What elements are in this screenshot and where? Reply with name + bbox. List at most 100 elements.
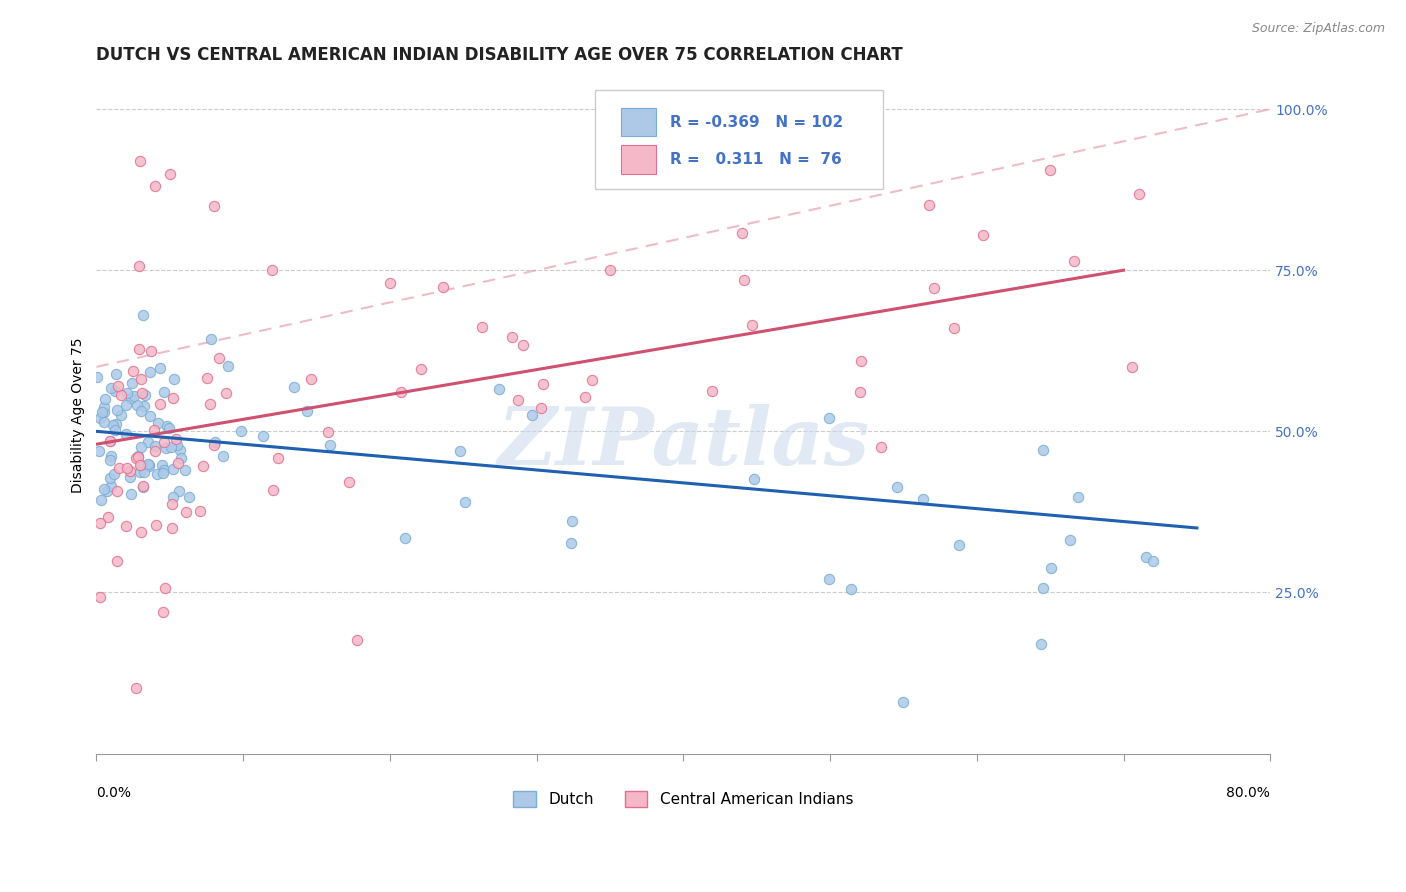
Point	[208, 351, 231, 365]
Point	[153, 581, 176, 595]
Point	[125, 451, 148, 466]
Point	[177, 490, 200, 504]
Point	[530, 401, 553, 416]
Point	[129, 404, 152, 418]
Point	[139, 343, 162, 358]
Text: 80.0%: 80.0%	[1226, 787, 1270, 800]
Point	[143, 179, 166, 194]
Point	[162, 461, 184, 475]
Point	[943, 321, 966, 335]
Point	[170, 450, 193, 465]
Point	[94, 392, 117, 407]
Point	[316, 425, 339, 439]
Point	[128, 458, 150, 473]
Point	[114, 519, 136, 533]
Point	[127, 450, 149, 464]
Bar	[621, 145, 657, 174]
Point	[152, 605, 174, 619]
Point	[149, 360, 172, 375]
Point	[157, 421, 180, 435]
Point	[160, 497, 183, 511]
Point	[283, 380, 305, 394]
Point	[132, 480, 155, 494]
Point	[394, 531, 416, 545]
Point	[163, 371, 186, 385]
Point	[105, 368, 128, 382]
Point	[501, 330, 523, 344]
Point	[262, 263, 284, 277]
Legend: Dutch, Central American Indians: Dutch, Central American Indians	[508, 785, 859, 814]
FancyBboxPatch shape	[595, 90, 883, 188]
Point	[136, 434, 159, 449]
Point	[93, 405, 115, 419]
Point	[561, 514, 583, 528]
Bar	[621, 108, 657, 136]
Point	[90, 493, 112, 508]
Point	[488, 382, 510, 396]
Point	[560, 536, 582, 550]
Point	[143, 423, 166, 437]
Point	[121, 364, 143, 378]
Point	[153, 463, 176, 477]
Point	[191, 458, 214, 473]
Point	[120, 464, 142, 478]
Point	[131, 525, 153, 540]
Point	[115, 426, 138, 441]
Point	[101, 418, 124, 433]
Point	[188, 504, 211, 518]
Point	[115, 386, 138, 401]
Text: ZIPatlas: ZIPatlas	[498, 403, 869, 481]
Point	[506, 392, 529, 407]
Point	[217, 359, 239, 374]
Point	[432, 280, 454, 294]
Point	[160, 521, 183, 535]
Point	[1135, 549, 1157, 564]
Point	[159, 167, 181, 181]
Point	[262, 483, 284, 498]
Point	[100, 479, 122, 493]
Point	[204, 435, 226, 450]
Point	[972, 227, 994, 242]
Point	[202, 199, 225, 213]
Point	[870, 440, 893, 454]
Point	[948, 537, 970, 551]
Point	[167, 483, 190, 498]
Point	[128, 342, 150, 356]
Point	[146, 416, 169, 430]
Point	[105, 483, 128, 498]
Point	[120, 391, 142, 405]
Point	[115, 461, 138, 475]
Point	[97, 509, 120, 524]
Point	[198, 397, 221, 411]
Point	[252, 429, 274, 443]
Point	[93, 401, 115, 415]
Point	[886, 480, 908, 494]
Point	[138, 458, 160, 473]
Point	[152, 458, 174, 473]
Point	[110, 408, 132, 422]
Text: Source: ZipAtlas.com: Source: ZipAtlas.com	[1251, 22, 1385, 36]
Point	[741, 318, 763, 332]
Point	[108, 460, 131, 475]
Point	[166, 438, 188, 452]
Point	[86, 370, 108, 384]
Point	[1121, 360, 1143, 375]
Point	[131, 386, 153, 401]
Point	[152, 467, 174, 481]
Point	[156, 419, 179, 434]
Y-axis label: Disability Age Over 75: Disability Age Over 75	[72, 337, 86, 493]
Point	[337, 475, 360, 490]
Point	[173, 463, 195, 477]
Point	[132, 465, 155, 479]
Point	[93, 415, 115, 429]
Point	[89, 590, 111, 604]
Point	[129, 465, 152, 479]
Point	[212, 450, 235, 464]
Point	[1059, 533, 1081, 547]
Point	[166, 456, 188, 470]
Point	[132, 308, 155, 322]
Point	[125, 681, 148, 695]
Point	[174, 505, 197, 519]
Point	[454, 495, 477, 509]
Point	[531, 377, 554, 392]
